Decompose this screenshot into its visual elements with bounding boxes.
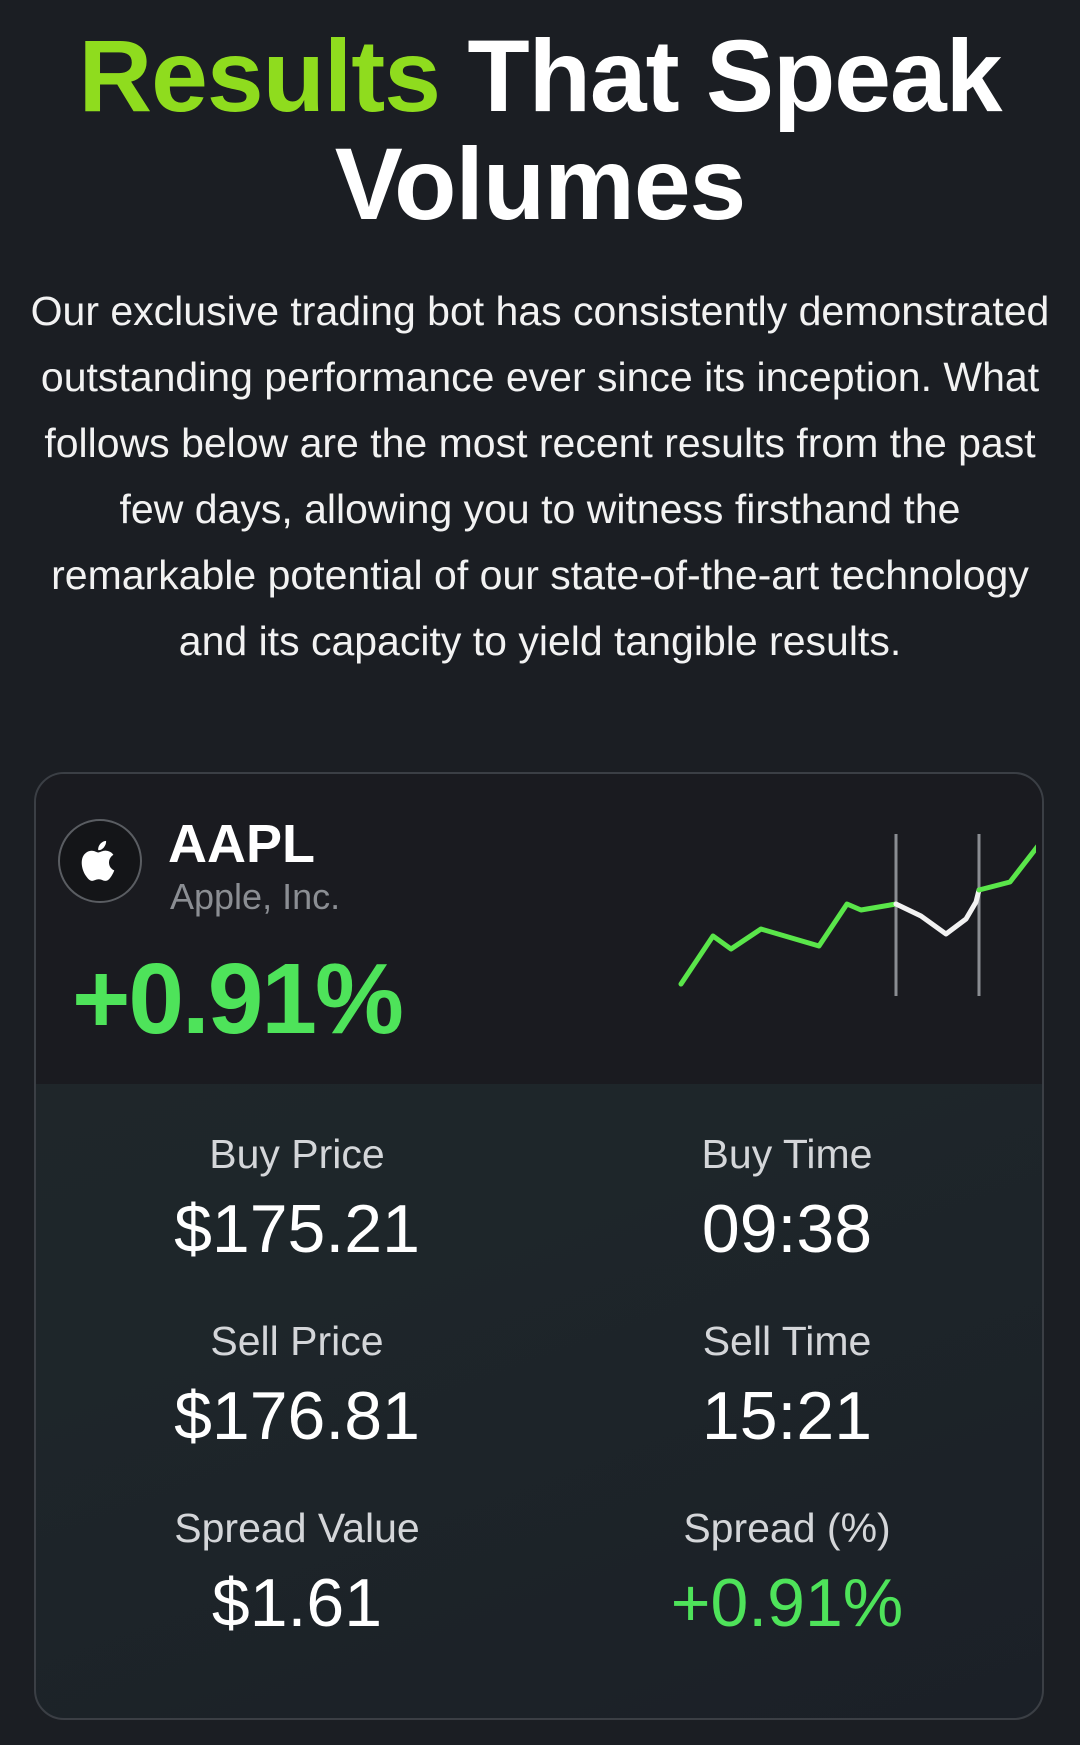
stat-value: $1.61 [211,1565,383,1641]
headline-rest: That Speak Volumes [334,19,1003,241]
stat-value: 15:21 [701,1378,873,1454]
company-name: Apple, Inc. [170,876,341,917]
stat-buy-time: Buy Time 09:38 [547,1129,1027,1269]
stat-label: Buy Time [701,1131,873,1177]
stat-value: 09:38 [701,1191,873,1267]
stat-spread-percent: Spread (%) +0.91% [547,1503,1027,1643]
stat-sell-time: Sell Time 15:21 [547,1316,1027,1456]
sparkline-trade-window [893,887,982,937]
intro-paragraph: Our exclusive trading bot has consistent… [30,288,1050,664]
stat-value: $176.81 [174,1378,420,1454]
stat-label: Buy Price [209,1131,385,1177]
page-headline: Results That Speak Volumes [0,22,1080,238]
price-sparkline [678,834,1036,996]
stat-sell-price: Sell Price $176.81 [57,1316,537,1456]
stat-buy-price: Buy Price $175.21 [57,1129,537,1269]
stat-spread-value: Spread Value $1.61 [57,1503,537,1643]
card-header: AAPL Apple, Inc. +0.91% [36,774,1042,1084]
stat-value: $175.21 [174,1191,420,1267]
trade-result-card: AAPL Apple, Inc. +0.91% Buy Price $175.2… [34,772,1044,1720]
stat-label: Sell Price [210,1318,384,1364]
ticker-symbol: AAPL [168,814,315,874]
stat-value: +0.91% [670,1565,904,1641]
stat-label: Spread Value [174,1505,420,1551]
sparkline-post-trade [976,844,1036,893]
apple-logo-icon [58,819,142,903]
stat-label: Sell Time [702,1318,872,1364]
percent-change: +0.91% [72,943,404,1055]
sparkline-pre-trade [678,901,899,987]
headline-accent: Results [78,19,441,133]
stat-label: Spread (%) [683,1505,891,1551]
